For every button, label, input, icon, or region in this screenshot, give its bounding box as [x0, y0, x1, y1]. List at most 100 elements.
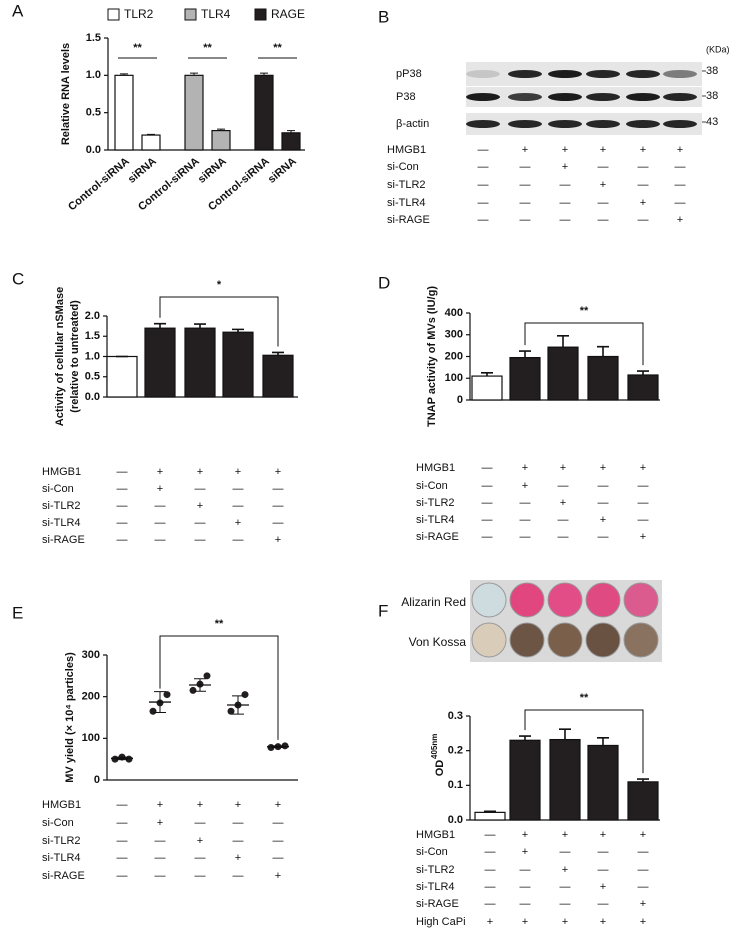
error-bar — [287, 130, 295, 133]
data-point — [189, 686, 197, 694]
well — [623, 622, 659, 658]
condition-sign: + — [235, 799, 241, 811]
blot-band — [663, 120, 697, 128]
condition-sign: — — [195, 534, 206, 546]
blot-band — [586, 70, 620, 78]
condition-sign: + — [157, 817, 163, 829]
condition-sign: — — [195, 870, 206, 882]
condition-sign: + — [522, 480, 528, 492]
y-tick-label: 0.1 — [448, 779, 463, 791]
condition-sign: — — [273, 500, 284, 512]
condition-sign: — — [233, 500, 244, 512]
condition-sign: + — [562, 916, 568, 928]
panel-label: D — [378, 273, 390, 292]
y-axis-label-sup: 405nm — [430, 734, 439, 759]
bar — [184, 74, 204, 151]
blot-band — [586, 93, 620, 101]
error-bar — [637, 370, 649, 375]
panel-label: B — [378, 7, 389, 26]
condition-sign: — — [273, 517, 284, 529]
condition-label: si-TLR4 — [387, 197, 426, 209]
condition-sign: + — [562, 829, 568, 841]
y-tick-label: 0.0 — [85, 391, 100, 403]
condition-sign: + — [600, 829, 606, 841]
condition-sign: — — [273, 835, 284, 847]
bar — [627, 374, 659, 401]
blot-size: 43 — [706, 116, 718, 128]
condition-sign: — — [155, 500, 166, 512]
bar — [281, 132, 301, 151]
condition-sign: + — [522, 144, 528, 156]
error-bar — [116, 756, 128, 761]
condition-sign: + — [562, 864, 568, 876]
condition-sign: — — [598, 864, 609, 876]
condition-label: si-Con — [387, 161, 419, 173]
bar — [587, 355, 619, 401]
condition-label: si-TLR4 — [416, 881, 455, 893]
condition-label: HMGB1 — [42, 799, 81, 811]
y-tick-label: 0.5 — [85, 371, 100, 383]
condition-sign: — — [195, 483, 206, 495]
y-tick-label: 1.0 — [85, 350, 100, 362]
x-tick-label: siRNA — [196, 155, 229, 185]
condition-sign: — — [485, 864, 496, 876]
condition-sign: — — [482, 462, 493, 474]
condition-sign: + — [640, 531, 646, 543]
error-bar — [637, 778, 649, 782]
condition-sign: + — [197, 835, 203, 847]
condition-sign: — — [520, 864, 531, 876]
condition-sign: — — [117, 534, 128, 546]
image-label: Von Kossa — [409, 635, 467, 649]
condition-sign: — — [155, 517, 166, 529]
condition-sign: — — [273, 483, 284, 495]
condition-sign: + — [677, 214, 683, 226]
condition-label: si-TLR4 — [416, 514, 455, 526]
condition-sign: + — [560, 462, 566, 474]
condition-sign: — — [598, 898, 609, 910]
error-bar — [272, 351, 284, 356]
x-tick-label: siRNA — [126, 155, 159, 185]
condition-sign: — — [598, 214, 609, 226]
significance: ** — [580, 692, 589, 704]
error-bar — [120, 73, 128, 76]
bar — [106, 355, 138, 398]
condition-label: si-RAGE — [387, 214, 430, 226]
error-bar — [154, 322, 166, 329]
condition-sign: — — [482, 514, 493, 526]
blot-band — [586, 120, 620, 128]
y-tick-label: 0.0 — [86, 144, 101, 156]
y-tick-label: 0 — [457, 394, 463, 406]
condition-label: si-TLR2 — [416, 864, 455, 876]
condition-sign: — — [638, 179, 649, 191]
condition-sign: — — [598, 497, 609, 509]
bar — [474, 811, 506, 821]
condition-sign: — — [478, 144, 489, 156]
y-tick-label: 1.5 — [85, 330, 100, 342]
bar — [547, 346, 579, 401]
condition-sign: — — [482, 531, 493, 543]
condition-sign: — — [117, 483, 128, 495]
condition-label: HMGB1 — [42, 466, 81, 478]
condition-sign: — — [233, 534, 244, 546]
y-axis-label: Relative RNA levels — [60, 43, 72, 145]
condition-sign: — — [233, 817, 244, 829]
blot-band — [466, 70, 500, 78]
condition-sign: — — [233, 835, 244, 847]
blot-band — [626, 120, 660, 128]
well — [471, 582, 507, 618]
condition-sign: + — [640, 898, 646, 910]
y-tick-label: 2.0 — [85, 310, 100, 322]
condition-sign: — — [638, 497, 649, 509]
condition-label: si-RAGE — [42, 870, 85, 882]
blot-band — [663, 70, 697, 78]
condition-sign: — — [195, 817, 206, 829]
condition-sign: + — [235, 852, 241, 864]
bar — [587, 744, 619, 821]
blot-band — [466, 120, 500, 128]
condition-sign: — — [560, 846, 571, 858]
condition-sign: + — [275, 534, 281, 546]
condition-sign: — — [478, 214, 489, 226]
significance: ** — [215, 618, 224, 630]
condition-sign: — — [638, 881, 649, 893]
